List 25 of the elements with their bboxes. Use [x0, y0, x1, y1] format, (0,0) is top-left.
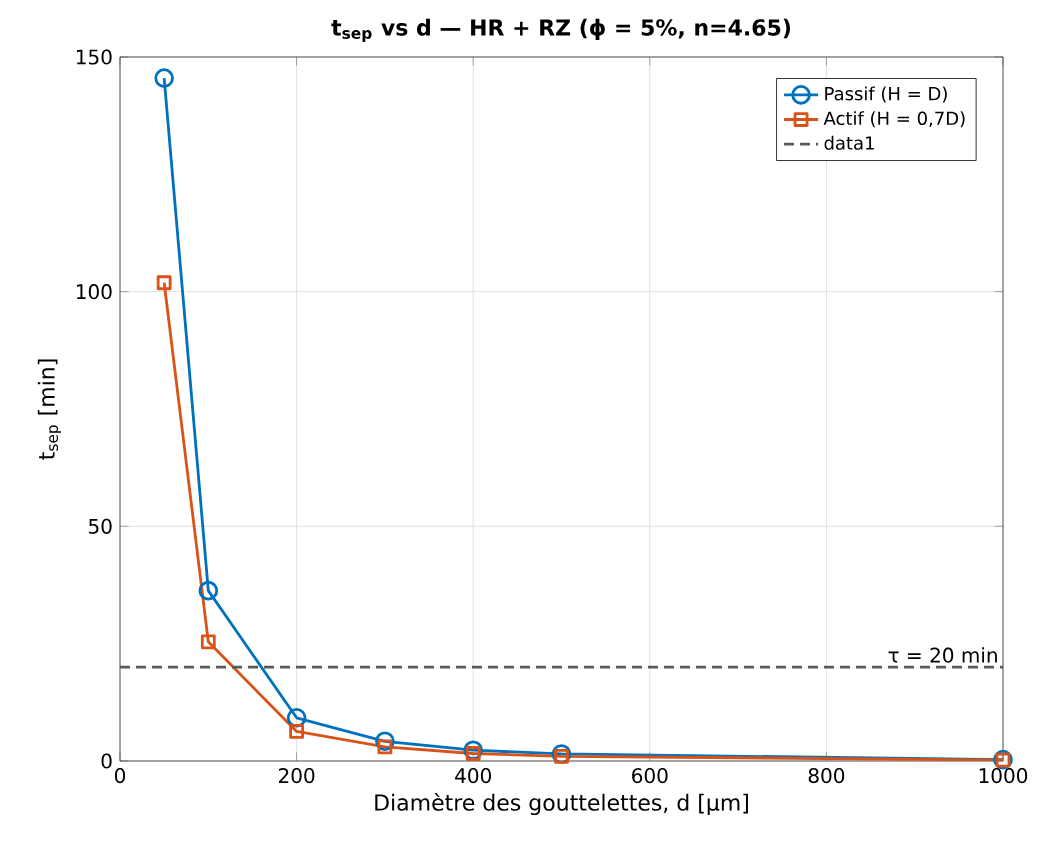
legend-label: Passif (H = D): [825, 86, 947, 103]
x-tick-label: 0: [114, 768, 126, 784]
x-tick-label: 800: [808, 768, 845, 784]
y-tick-label: 100: [76, 284, 112, 300]
legend-label: Actif (H = 0,7D): [823, 111, 965, 128]
y-tick-label: 0: [101, 753, 112, 769]
point: [198, 580, 219, 601]
x-tick-label: 1000: [979, 768, 1028, 784]
annotation: τ = 20 min: [888, 647, 997, 663]
y-tick-label: 50: [89, 518, 112, 534]
x-tick-label: 200: [278, 768, 315, 784]
point: [156, 275, 172, 291]
point: [375, 731, 395, 752]
x-tick-label: 600: [632, 768, 668, 784]
y-axis-title: t$_{sep}$ [min]: [37, 359, 62, 460]
point: [465, 746, 481, 761]
x-tick-label: 400: [455, 768, 491, 784]
point: [200, 634, 216, 650]
point: [289, 724, 304, 739]
point: [377, 739, 393, 755]
point: [154, 68, 174, 88]
chart-title: t$_{sep}$ vs d — HR + RZ (ϕ = 5%, n=4.65): [331, 18, 790, 42]
y-tick-label: 150: [76, 49, 112, 65]
legend-label: data1: [824, 135, 874, 150]
x-axis-title: Diamètre des gouttelettes, d [μm]: [375, 792, 748, 816]
